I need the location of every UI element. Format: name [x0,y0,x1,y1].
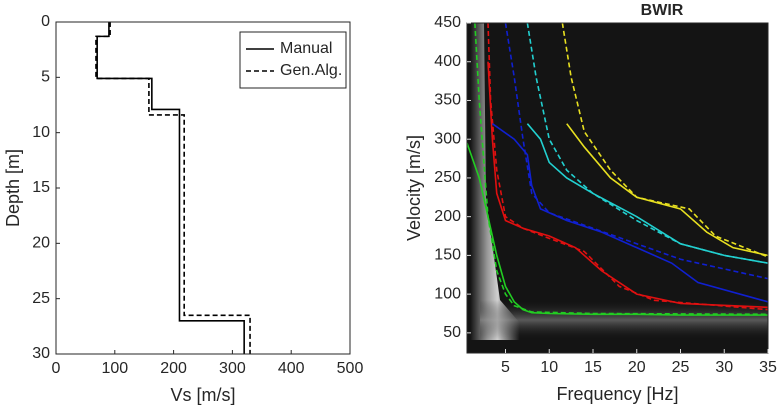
x-tick-label: 10 [540,359,558,376]
x-tick-label: 20 [628,359,646,376]
series-line [566,123,768,257]
series-line [95,22,251,354]
series-line [96,22,245,354]
x-axis-label: Vs [m/s] [170,385,235,405]
series-line [526,23,768,264]
x-tick-label: 300 [219,360,246,377]
series-line [487,61,768,309]
x-tick-label: 100 [101,360,128,377]
legend-label: Gen.Alg. [280,62,342,79]
series-line [491,123,768,303]
x-tick-label: 500 [337,360,364,377]
x-tick-label: 15 [584,359,602,376]
y-tick-label: 150 [434,247,461,264]
y-tick-label: 450 [434,14,461,31]
legend-label: Manual [280,40,332,57]
y-tick-label: 100 [434,285,461,302]
y-axis-label: Depth [m] [3,149,23,227]
y-tick-label: 25 [32,290,50,307]
y-tick-label: 5 [41,69,50,86]
y-tick-label: 300 [434,130,461,147]
y-axis-label: Velocity [m/s] [404,135,424,241]
series-line [504,23,768,280]
legend-box [239,31,347,89]
y-tick-label: 200 [434,208,461,225]
y-tick-label: 30 [32,345,50,362]
spectrum-background [467,23,768,353]
x-tick-label: 0 [52,360,61,377]
x-tick-label: 30 [715,359,733,376]
y-tick-label: 10 [32,124,50,141]
x-axis-label: Frequency [Hz] [556,384,678,404]
chart-title: BWIR [641,2,684,19]
y-tick-label: 50 [443,324,461,341]
y-tick-label: 250 [434,169,461,186]
x-tick-label: 35 [759,359,777,376]
y-tick-label: 350 [434,92,461,109]
x-tick-label: 200 [160,360,187,377]
y-tick-label: 0 [41,13,50,30]
plot-frame [466,22,769,354]
x-tick-label: 25 [672,359,690,376]
series-line [474,23,768,316]
x-tick-label: 400 [278,360,305,377]
series-line [487,23,768,311]
y-tick-label: 15 [32,179,50,196]
series-line [561,23,768,258]
y-tick-label: 20 [32,235,50,252]
x-tick-label: 5 [501,359,510,376]
y-tick-label: 400 [434,53,461,70]
